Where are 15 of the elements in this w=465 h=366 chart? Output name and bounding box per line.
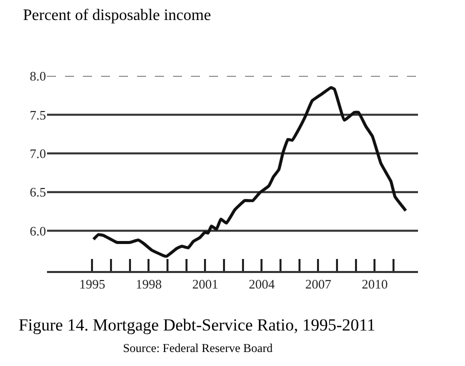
y-tick-label: 7.5 <box>30 107 46 122</box>
y-tick-label: 6.5 <box>30 184 46 200</box>
line-series <box>92 86 408 258</box>
source-note: Source: Federal Reserve Board <box>123 341 273 355</box>
x-tick-label: 1995 <box>79 276 106 292</box>
x-tick-label: 2010 <box>362 276 388 292</box>
x-tick-label: 2004 <box>248 276 276 292</box>
text: Figure 14. Mortgage Debt-Service Ratio, 1995-2011 <box>18 315 376 334</box>
y-tick-label: 7.0 <box>30 146 46 161</box>
x-tick-label: 2007 <box>305 276 332 292</box>
x-tick-label: 2001 <box>192 276 218 292</box>
y-tick-label: 8.0 <box>30 68 46 84</box>
x-tick-label: 1998 <box>136 276 162 292</box>
y-axis-title: Percent of disposable income <box>23 7 211 24</box>
y-tick-label: 6.0 <box>30 223 46 238</box>
